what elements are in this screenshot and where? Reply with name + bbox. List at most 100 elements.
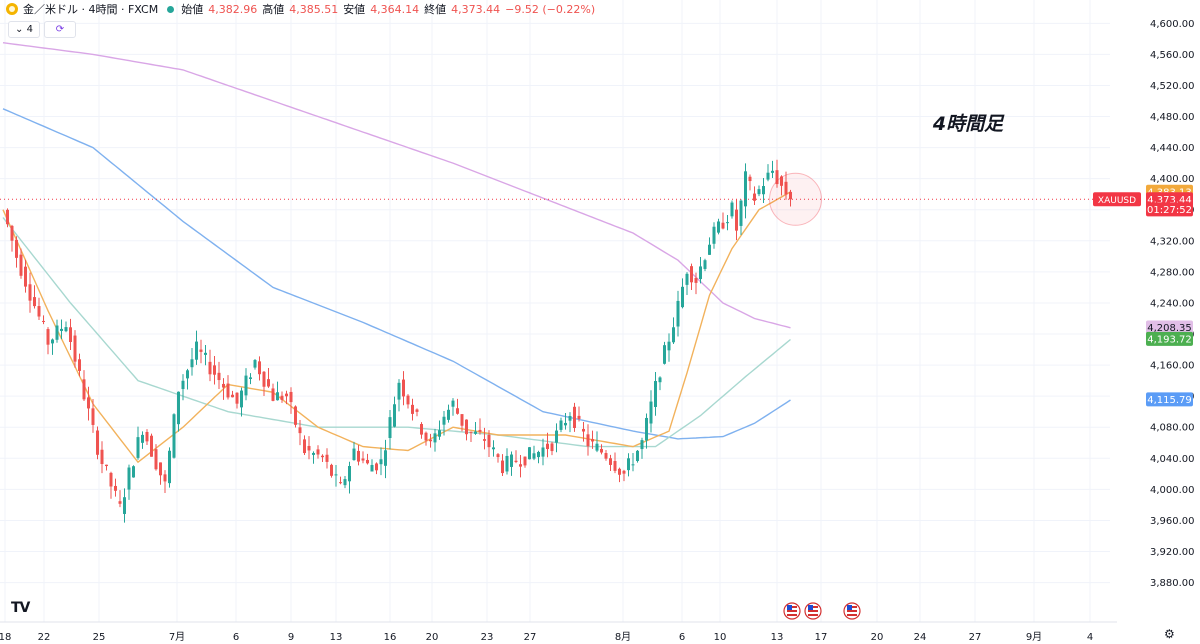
price-label-box — [1146, 320, 1193, 335]
candle-body — [181, 380, 185, 390]
candle-body — [150, 435, 153, 457]
candle-body — [559, 420, 563, 430]
price-label-box — [1146, 202, 1193, 217]
y-tick-label: 4,080.00 — [1150, 423, 1195, 434]
candle-body — [460, 414, 464, 426]
candle-body — [780, 176, 783, 186]
candle-body — [636, 450, 639, 462]
candle-body — [595, 443, 599, 451]
x-tick-label: 23 — [481, 632, 494, 643]
candle-body — [510, 454, 513, 467]
candle-body — [253, 360, 257, 368]
candle-body — [771, 170, 774, 173]
candle-body — [159, 462, 162, 476]
candle-body — [649, 401, 653, 424]
candle-body — [244, 375, 248, 396]
candle-body — [564, 422, 567, 426]
candle-body — [591, 439, 594, 442]
x-tick-label: 22 — [38, 632, 51, 643]
candle-body — [285, 393, 288, 397]
candle-body — [519, 464, 522, 467]
y-tick-label: 4,240.00 — [1150, 298, 1195, 309]
candle-body — [397, 382, 401, 400]
candle-body — [204, 352, 207, 355]
candle-body — [312, 452, 315, 455]
candle-body — [573, 406, 576, 428]
candle-body — [267, 379, 270, 387]
us-flag-event-icon[interactable] — [804, 602, 822, 620]
candle-body — [438, 430, 441, 437]
candle-body — [676, 300, 680, 327]
candle-body — [10, 225, 14, 241]
candle-body — [627, 458, 630, 471]
candle-body — [195, 341, 198, 360]
candle-body — [172, 414, 176, 458]
x-tick-label: 10 — [714, 632, 727, 643]
candle-body — [384, 450, 387, 466]
candle-body — [366, 459, 369, 464]
highlight-circle — [769, 172, 822, 226]
us-flag-event-icon[interactable] — [783, 602, 801, 620]
candle-body — [231, 394, 234, 398]
candle-body — [465, 419, 468, 435]
moving-average-line — [2, 191, 791, 464]
settings-gear-icon[interactable]: ⚙ — [1164, 627, 1175, 641]
candle-body — [415, 409, 419, 412]
candle-body — [127, 467, 131, 490]
candle-body — [681, 286, 684, 308]
candle-body — [361, 458, 365, 461]
symbol-title[interactable]: 金／米ドル · 4時間 · FXCM — [23, 3, 159, 16]
candle-body — [753, 193, 756, 201]
candle-body — [735, 209, 738, 231]
candle-body — [168, 450, 171, 484]
high-label: 高値 — [262, 3, 285, 16]
x-tick-label: 16 — [384, 632, 397, 643]
candle-body — [343, 479, 347, 486]
y-tick-label: 3,960.00 — [1150, 516, 1195, 527]
candle-body — [339, 482, 342, 484]
indicator-toggle-button[interactable]: ⌄ 4 — [8, 21, 40, 38]
candle-body — [757, 189, 761, 195]
candle-body — [163, 474, 167, 482]
candle-body — [276, 392, 279, 401]
candle-body — [654, 381, 657, 407]
high-value: 4,385.51 — [289, 2, 339, 16]
us-flag-event-icon[interactable] — [843, 602, 861, 620]
candle-body — [69, 327, 72, 342]
change-value: −9.52 (−0.22%) — [505, 2, 596, 16]
candle-body — [411, 404, 414, 414]
candle-body — [249, 377, 252, 379]
low-label: 安値 — [343, 3, 366, 16]
candle-body — [618, 468, 621, 475]
indicator-count: 4 — [26, 24, 33, 35]
candle-body — [708, 244, 711, 255]
candle-body — [496, 454, 500, 458]
candle-body — [307, 445, 311, 451]
candle-body — [33, 297, 36, 307]
price-label: 01:27:52 — [1147, 205, 1192, 216]
candle-body — [532, 453, 536, 459]
candle-body — [766, 172, 770, 180]
candle-body — [685, 273, 689, 285]
candle-body — [672, 327, 675, 343]
x-tick-label: 27 — [524, 632, 537, 643]
indicator-controls: ⌄ 4 ⟳ — [8, 21, 76, 38]
candle-body — [334, 474, 338, 476]
candle-body — [442, 416, 446, 425]
candle-body — [96, 430, 99, 455]
gold-coin-icon — [6, 3, 18, 15]
chevron-down-icon: ⌄ — [15, 24, 27, 35]
candle-body — [51, 339, 54, 344]
y-tick-label: 4,320.00 — [1150, 236, 1195, 247]
candle-body — [352, 448, 356, 461]
price-label-box — [1146, 392, 1193, 407]
candle-body — [402, 379, 405, 397]
candle-body — [226, 383, 230, 398]
candle-body — [73, 335, 77, 362]
candle-body — [622, 470, 626, 474]
y-tick-label: 4,000.00 — [1150, 485, 1195, 496]
indicator-refresh-button[interactable]: ⟳ — [44, 21, 76, 38]
candle-body — [658, 377, 662, 383]
candle-body — [55, 325, 59, 340]
